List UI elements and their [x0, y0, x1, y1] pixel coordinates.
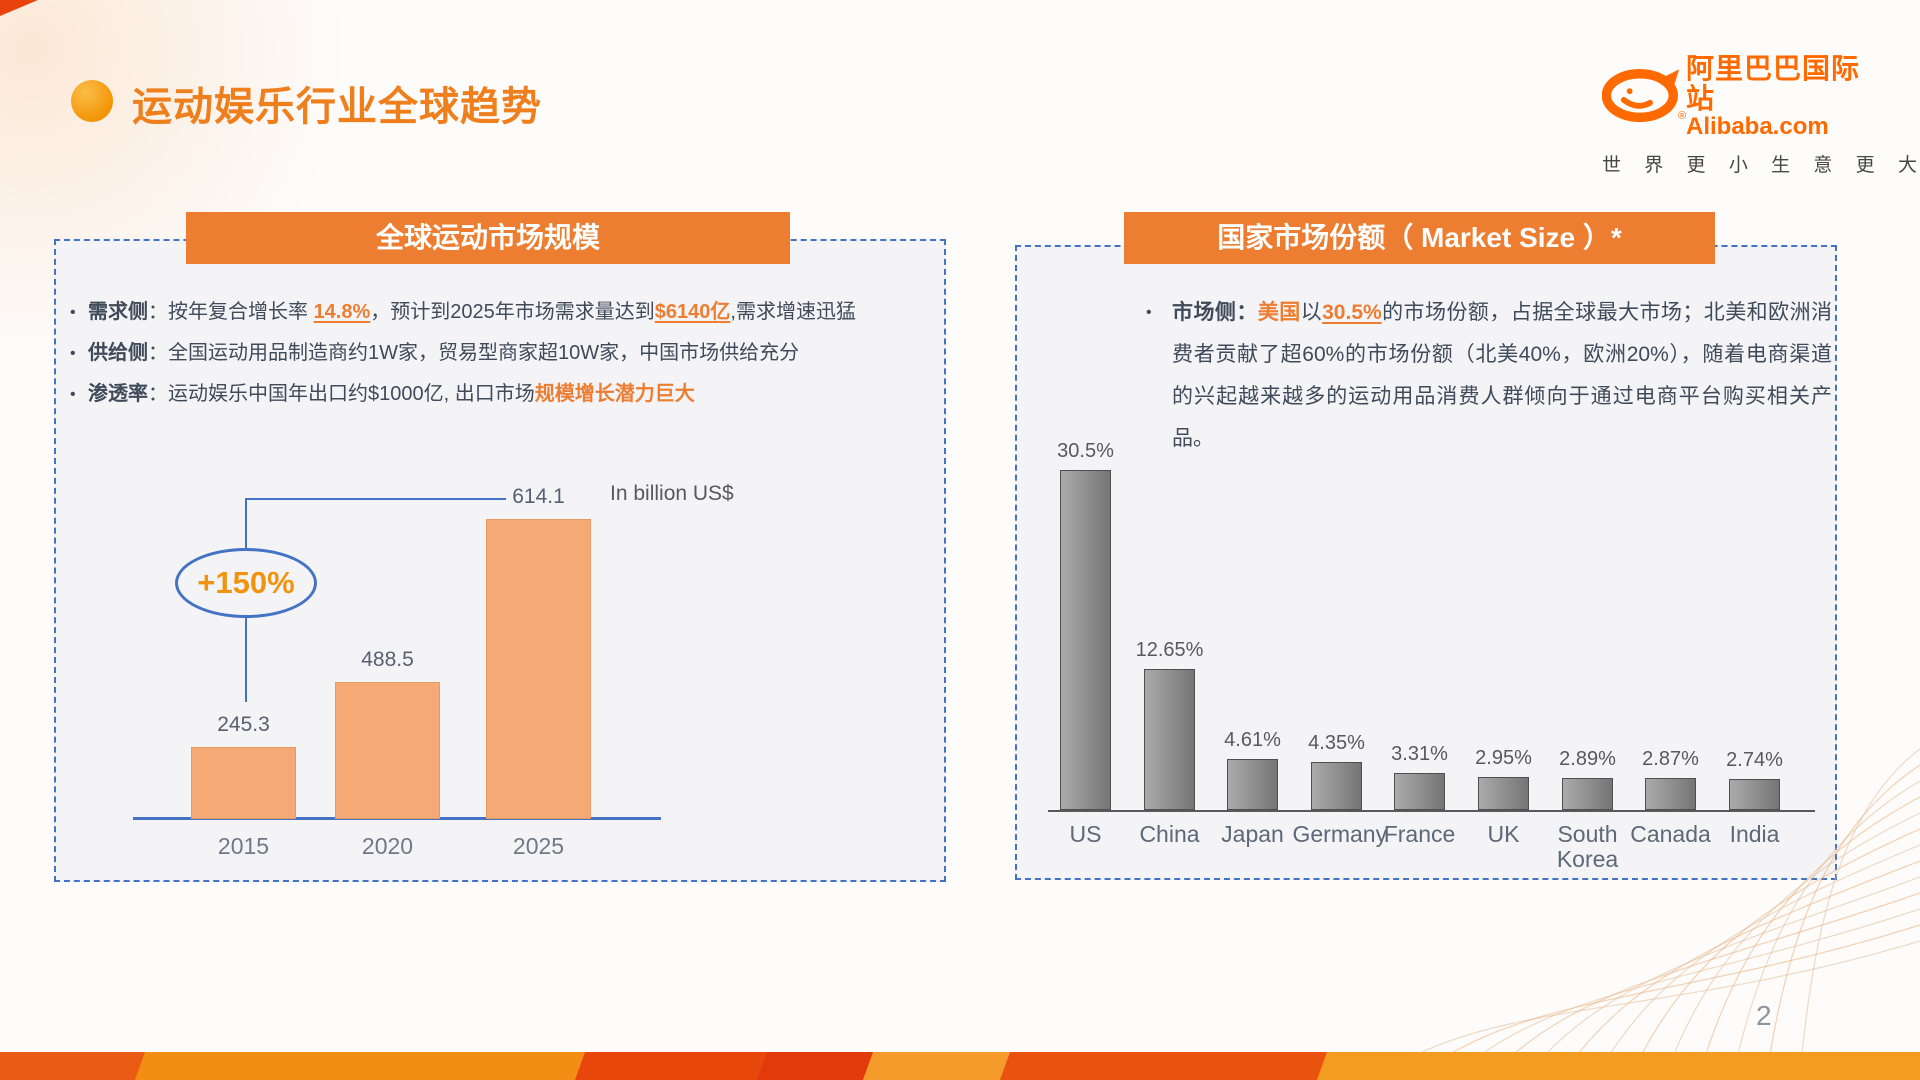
wave-line — [1641, 828, 1920, 1054]
text-segment: 规模增长潜力巨大 — [534, 383, 695, 405]
bar-category-label: UK — [1487, 821, 1520, 847]
logo-row: ® 阿里巴巴国际站 Alibaba.com — [1602, 54, 1860, 140]
text-segment: 的市场份额，占据全球最大市场；北美和欧洲消费者贡献了超60%的市场份额（北美40… — [1172, 301, 1833, 450]
text-segment: 美国 — [1257, 301, 1301, 324]
title-bullet-dot — [71, 80, 113, 122]
bar-value-label: 4.61% — [1224, 729, 1281, 751]
bar-category-label: Germany — [1292, 821, 1388, 847]
bullet-supply-side: 供给侧：全国运动用品制造商约1W家，贸易型商家超10W家，中国市场供给充分 — [70, 333, 936, 374]
text-segment: $6140亿 — [654, 301, 731, 323]
left-panel-header: 全球运动市场规模 — [186, 212, 790, 264]
bar — [1729, 779, 1780, 810]
growth-annotation: +150% — [175, 548, 317, 618]
text-segment: ，预计到2025年市场需求量达到 — [370, 301, 655, 323]
text-segment: 渗透率 — [88, 383, 148, 405]
growth-bracket-line — [245, 618, 247, 702]
wave-line — [1801, 748, 1920, 1054]
bar — [1562, 778, 1613, 810]
bar — [1394, 773, 1445, 810]
bar — [1144, 669, 1195, 810]
bar-category-label: India — [1729, 821, 1780, 847]
logo-en-name: Alibaba.com — [1686, 113, 1829, 140]
bar-category-label: US — [1069, 821, 1102, 847]
bar — [1227, 759, 1278, 810]
global-market-bar-chart: +150% In billion US$ 245.3 2015 488.5 2020 6… — [100, 460, 840, 870]
wave-line — [1737, 780, 1920, 1054]
bar — [1060, 470, 1111, 810]
bar-category-label: 2025 — [512, 833, 565, 859]
country-share-bar-chart: 30.5% US 12.65% China 4.61% Japan 4.35% Germany… — [1040, 430, 1840, 875]
page-number: 2 — [1756, 1000, 1772, 1031]
bar-value-label: 2.89% — [1559, 748, 1616, 770]
text-segment: 30.5% — [1322, 301, 1382, 324]
bar-value-label: 245.3 — [217, 713, 270, 736]
right-panel-bullet: 市场侧：美国以30.5%的市场份额，占据全球最大市场；北美和欧洲消费者贡献了超6… — [1144, 292, 1832, 460]
alibaba-smile-icon — [1602, 69, 1680, 123]
bar-category-label: China — [1139, 821, 1200, 847]
bar-value-label: 2.95% — [1475, 747, 1532, 769]
text-segment: ,需求增速迅猛 — [730, 301, 856, 323]
bar — [1645, 778, 1696, 810]
wave-line — [1513, 892, 1920, 1054]
text-segment: 市场侧： — [1172, 301, 1258, 324]
bar-category-label: 2020 — [361, 833, 414, 859]
growth-bracket-line — [245, 498, 247, 548]
wave-line — [1705, 796, 1920, 1054]
bar-value-label: 488.5 — [361, 648, 414, 671]
bar-value-label: 2.87% — [1642, 748, 1699, 770]
text-segment: 需求侧 — [88, 301, 148, 323]
text-segment: ：运动娱乐中国年出口约$1000亿, 出口市场 — [148, 383, 535, 405]
bar-category-label: South Korea — [1556, 821, 1619, 872]
footer-segment — [1314, 1052, 1920, 1080]
bar-category-label: Canada — [1630, 821, 1711, 847]
bar — [1478, 777, 1529, 810]
growth-annotation-label: +150% — [197, 565, 295, 600]
wave-line — [1609, 844, 1920, 1054]
unit-label: In billion US$ — [610, 482, 734, 505]
page-title: 运动娱乐行业全球趋势 — [132, 85, 542, 129]
wave-line — [1481, 908, 1920, 1054]
logo-cn-name: 阿里巴巴国际站 — [1686, 53, 1861, 114]
bar-category-label: France — [1383, 821, 1456, 847]
bar — [1311, 762, 1362, 810]
alibaba-logo: ® 阿里巴巴国际站 Alibaba.com 世 界 更 小 生 意 更 大 — [1602, 54, 1920, 177]
registered-mark: ® — [1678, 110, 1687, 122]
wave-line — [1417, 940, 1920, 1054]
wave-line — [1673, 812, 1920, 1054]
wave-line — [1545, 876, 1920, 1054]
corner-decoration — [0, 0, 38, 16]
bar — [335, 682, 440, 819]
x-axis — [1048, 810, 1815, 812]
bar-value-label: 4.35% — [1308, 732, 1365, 754]
bar-value-label: 30.5% — [1057, 440, 1114, 462]
footer-segment — [132, 1052, 608, 1080]
logo-text: 阿里巴巴国际站 Alibaba.com — [1686, 54, 1860, 140]
left-panel-bullets: 需求侧：按年复合增长率 14.8%，预计到2025年市场需求量达到$6140亿,… — [70, 292, 936, 415]
wave-line — [1769, 764, 1920, 1054]
text-segment: 以 — [1300, 301, 1323, 324]
footer-segment — [997, 1052, 1348, 1080]
bar-value-label: 2.74% — [1726, 749, 1783, 771]
bullet-demand-side: 需求侧：按年复合增长率 14.8%，预计到2025年市场需求量达到$6140亿,… — [70, 292, 936, 333]
text-segment: ：全国运动用品制造商约1W家，贸易型商家超10W家，中国市场供给充分 — [148, 342, 800, 364]
bar-category-label: 2015 — [217, 833, 270, 859]
bullet-penetration: 渗透率：运动娱乐中国年出口约$1000亿, 出口市场规模增长潜力巨大 — [70, 374, 936, 415]
bar-category-label: Japan — [1221, 821, 1284, 847]
footer-segment — [572, 1052, 788, 1080]
text-segment: ：按年复合增长率 — [148, 301, 314, 323]
bar-value-label: 12.65% — [1135, 639, 1204, 661]
text-segment: 供给侧 — [88, 342, 148, 364]
text-segment: 14.8% — [313, 301, 371, 323]
logo-tagline: 世 界 更 小 生 意 更 大 — [1602, 155, 1920, 176]
wave-decoration — [1417, 748, 1920, 1054]
wave-line — [1577, 860, 1920, 1054]
growth-bracket-line — [246, 498, 506, 500]
bar-value-label: 614.1 — [512, 485, 565, 508]
bar — [486, 519, 591, 819]
right-panel-header: 国家市场份额（ Market Size ）* — [1124, 212, 1715, 264]
bar-value-label: 3.31% — [1391, 743, 1448, 765]
bar — [191, 747, 296, 819]
footer-strip — [0, 1052, 1920, 1080]
